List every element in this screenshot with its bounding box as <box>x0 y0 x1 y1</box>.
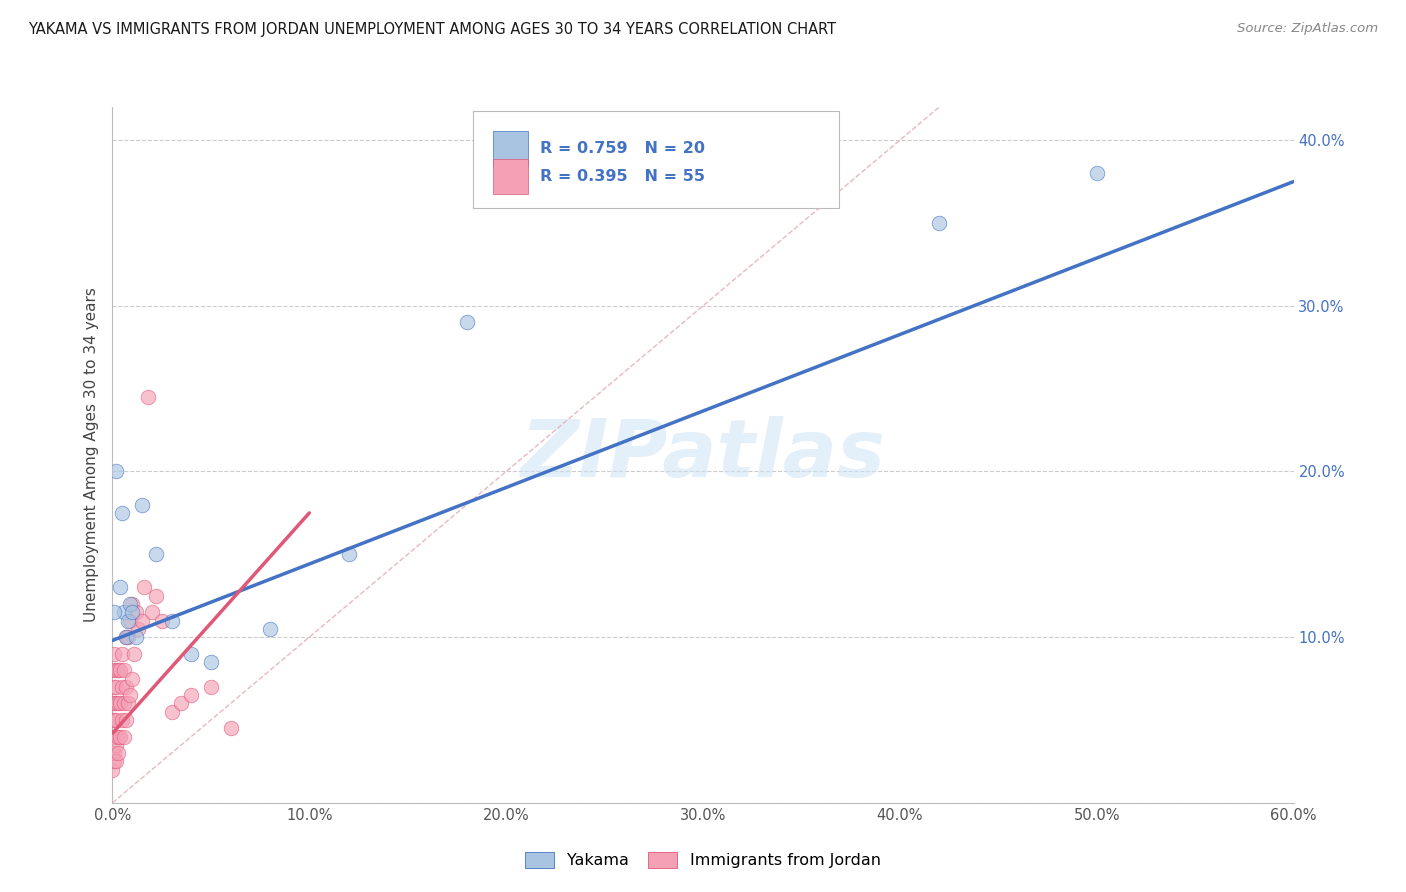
Point <box>101 763 124 777</box>
Point <box>103 730 125 744</box>
Point <box>120 688 142 702</box>
Point <box>115 680 138 694</box>
Point <box>112 697 135 711</box>
Point <box>117 630 139 644</box>
Point <box>125 605 148 619</box>
Point <box>112 730 135 744</box>
Point <box>112 605 135 619</box>
Point <box>125 630 148 644</box>
Point <box>117 614 139 628</box>
Point <box>107 746 129 760</box>
Point <box>145 589 167 603</box>
Text: ZIPatlas: ZIPatlas <box>520 416 886 494</box>
Point <box>103 605 125 619</box>
Text: Source: ZipAtlas.com: Source: ZipAtlas.com <box>1237 22 1378 36</box>
Point <box>150 614 173 628</box>
Legend: Yakama, Immigrants from Jordan: Yakama, Immigrants from Jordan <box>519 846 887 875</box>
Point <box>117 697 139 711</box>
Point <box>1085 166 1108 180</box>
Point <box>131 498 153 512</box>
Point <box>122 647 145 661</box>
Point <box>107 697 129 711</box>
Point <box>200 655 222 669</box>
Point <box>111 713 134 727</box>
Point <box>105 465 128 479</box>
Point <box>121 597 143 611</box>
Text: YAKAMA VS IMMIGRANTS FROM JORDAN UNEMPLOYMENT AMONG AGES 30 TO 34 YEARS CORRELAT: YAKAMA VS IMMIGRANTS FROM JORDAN UNEMPLO… <box>28 22 837 37</box>
Point <box>105 738 128 752</box>
Point <box>110 697 132 711</box>
Text: R = 0.395   N = 55: R = 0.395 N = 55 <box>540 169 704 184</box>
Point <box>103 680 125 694</box>
Point <box>105 663 128 677</box>
Point <box>170 697 193 711</box>
Point <box>110 730 132 744</box>
Point <box>141 605 163 619</box>
Point <box>107 730 129 744</box>
Point <box>103 697 125 711</box>
Point <box>131 614 153 628</box>
Point <box>103 647 125 661</box>
Point <box>219 721 242 735</box>
Point <box>120 614 142 628</box>
Point <box>103 755 125 769</box>
Point <box>111 647 134 661</box>
Point <box>127 622 149 636</box>
Point <box>337 547 360 561</box>
Point <box>121 672 143 686</box>
Point <box>120 597 142 611</box>
Point <box>132 581 155 595</box>
Point <box>115 630 138 644</box>
Point <box>101 697 124 711</box>
Point <box>103 713 125 727</box>
Point <box>160 705 183 719</box>
Point <box>105 697 128 711</box>
Point <box>103 746 125 760</box>
Point <box>456 315 478 329</box>
FancyBboxPatch shape <box>492 159 529 194</box>
Point <box>112 663 135 677</box>
Point <box>103 663 125 677</box>
Point <box>105 755 128 769</box>
Point <box>107 663 129 677</box>
Point <box>101 746 124 760</box>
Point <box>101 713 124 727</box>
Text: R = 0.759   N = 20: R = 0.759 N = 20 <box>540 141 704 156</box>
Point <box>136 390 159 404</box>
Point <box>111 506 134 520</box>
Point <box>200 680 222 694</box>
Point <box>110 581 132 595</box>
Point <box>259 622 281 636</box>
Point <box>145 547 167 561</box>
Point <box>180 688 202 702</box>
Point <box>105 680 128 694</box>
Point <box>928 216 950 230</box>
FancyBboxPatch shape <box>472 111 839 208</box>
FancyBboxPatch shape <box>492 131 529 166</box>
Point <box>180 647 202 661</box>
Point <box>101 730 124 744</box>
Point <box>111 680 134 694</box>
Point <box>105 713 128 727</box>
Point <box>110 663 132 677</box>
Point <box>160 614 183 628</box>
Point <box>115 630 138 644</box>
Point <box>115 713 138 727</box>
Y-axis label: Unemployment Among Ages 30 to 34 years: Unemployment Among Ages 30 to 34 years <box>84 287 100 623</box>
Point <box>121 605 143 619</box>
